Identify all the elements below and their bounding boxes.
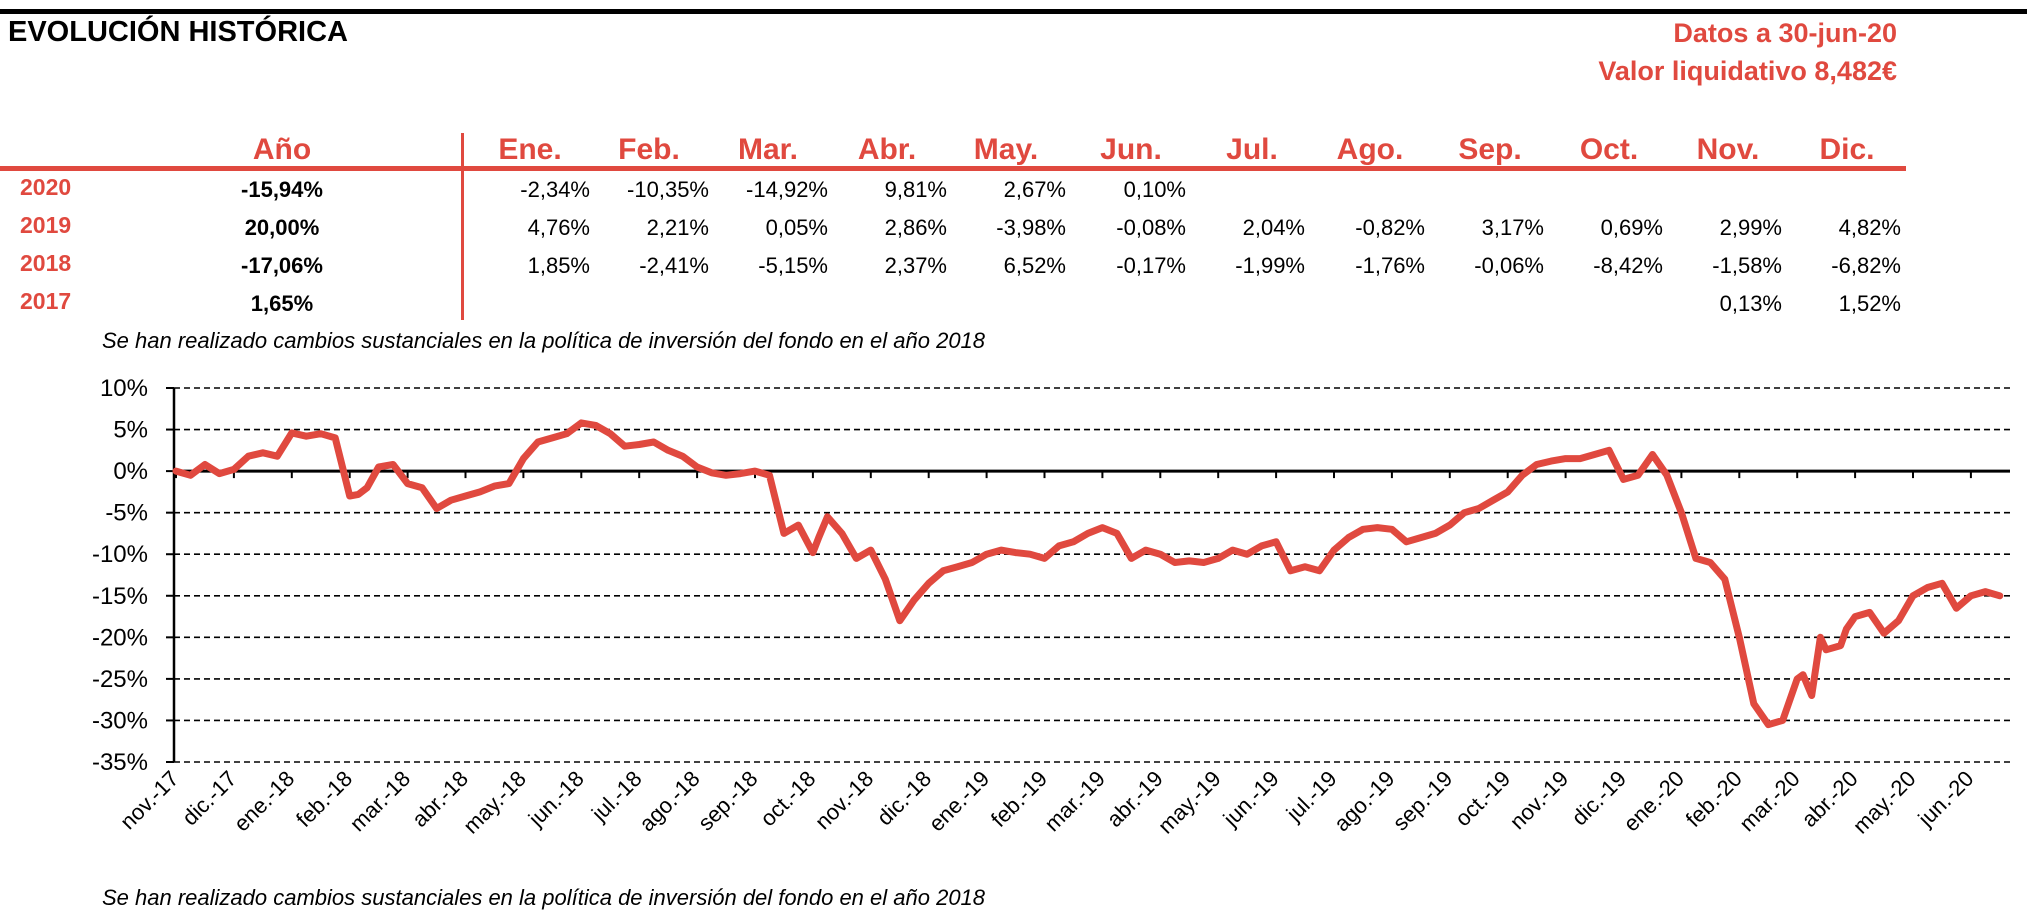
column-separator [461,133,464,320]
month-return-cell: -0,82% [1355,215,1425,240]
net-asset-value: Valor liquidativo 8,482€ [1598,56,1897,86]
month-return-cell: -3,98% [996,215,1066,240]
month-return-cell: -0,17% [1116,253,1186,278]
x-tick-label: may.-20 [1848,766,1921,839]
y-tick-label: -5% [105,500,148,527]
x-tick-label: mar.-19 [1040,766,1110,836]
y-axis-ticks: 10% 5% 0% -5% -10% -15% -20% -25% -30% -35% [92,375,174,776]
month-return-cell: 4,82% [1838,215,1901,240]
y-tick-label: -30% [92,707,148,734]
month-return-cell: 4,76% [527,215,590,240]
policy-note-bottom: Se han realizado cambios sustanciales en… [102,885,986,910]
x-tick-label: nov.-17 [115,766,183,834]
x-tick-label: sep.-18 [693,766,763,836]
x-tick-label: oct.-19 [1450,766,1515,831]
month-header: Ene. [498,133,562,166]
month-return-cell: 2,86% [884,215,947,240]
x-tick-label: may.-19 [1153,766,1226,839]
month-header: Ago. [1336,133,1404,166]
month-return-cell: -14,92% [746,177,828,202]
x-tick-label: mar.-20 [1734,766,1804,836]
row-annual-return: 20,00% [244,215,320,240]
x-tick-label: jun.-20 [1912,766,1978,832]
month-header: Oct. [1579,133,1639,166]
series-line [172,419,2004,729]
row-year: 2020 [20,174,72,200]
month-return-cell: 0,69% [1600,215,1663,240]
month-return-cell: -10,35% [627,177,709,202]
month-return-cell: -8,42% [1593,253,1663,278]
row-year: 2017 [20,288,72,314]
row-year: 2019 [20,212,72,238]
month-header: Nov. [1696,133,1760,166]
y-tick-label: -25% [92,666,148,693]
year-column-header: Año [252,133,312,166]
month-header: Feb. [618,133,680,166]
month-return-cell: -0,08% [1116,215,1186,240]
x-tick-label: nov.-18 [810,766,878,834]
month-return-cell: -5,15% [758,253,828,278]
x-tick-label: ago.-19 [1329,766,1399,836]
month-return-cell: 1,85% [527,253,590,278]
y-tick-label: -20% [92,624,148,651]
month-return-cell: 1,52% [1838,291,1901,316]
month-return-cell: 2,99% [1719,215,1782,240]
month-return-cell: -1,99% [1235,253,1305,278]
month-header: Sep. [1458,133,1522,166]
x-tick-label: ene.-18 [229,766,299,836]
x-tick-label: ene.-19 [924,766,994,836]
month-return-cell: -2,34% [520,177,590,202]
x-tick-label: mar.-18 [345,766,415,836]
x-axis-ticks: nov.-17dic.-17ene.-18feb.-18mar.-18abr.-… [115,471,1978,839]
x-tick-label: jun.-18 [523,766,589,832]
month-return-cell: 0,10% [1123,177,1186,202]
month-return-cell: 2,04% [1242,215,1305,240]
month-header: Jul. [1226,133,1278,166]
month-return-cell: -6,82% [1831,253,1901,278]
row-annual-return: 1,65% [250,291,314,316]
y-tick-label: -15% [92,583,148,610]
x-tick-label: may.-18 [458,766,531,839]
axes [172,388,2010,762]
header-rule [0,166,1906,171]
month-return-cell: 3,17% [1481,215,1544,240]
month-return-cell: -2,41% [639,253,709,278]
month-return-cell: 2,21% [646,215,709,240]
x-tick-label: ago.-18 [634,766,704,836]
row-year: 2018 [20,250,72,276]
month-header: May. [973,133,1039,166]
series-group [172,419,2004,729]
x-tick-label: ene.-20 [1618,766,1688,836]
month-header: Mar. [737,133,799,166]
month-return-cell: 0,13% [1719,291,1782,316]
month-header: Abr. [857,133,917,166]
month-return-cell: 6,52% [1003,253,1066,278]
month-header: Dic. [1819,133,1875,166]
row-annual-return: -17,06% [241,253,323,278]
month-return-cell: 2,37% [884,253,947,278]
y-tick-label: 5% [113,417,148,444]
y-tick-label: -35% [92,749,148,776]
month-return-cell: -1,58% [1712,253,1782,278]
month-return-cell: 0,05% [765,215,828,240]
policy-note-top: Se han realizado cambios sustanciales en… [102,328,986,353]
month-return-cell: 9,81% [884,177,947,202]
y-tick-label: -10% [92,541,148,568]
performance-chart: 10% 5% 0% -5% -10% -15% -20% -25% -30% -35% nov.-… [92,375,2010,839]
x-tick-label: nov.-19 [1505,766,1573,834]
page-title: EVOLUCIÓN HISTÓRICA [8,16,348,48]
x-tick-label: jun.-19 [1218,766,1284,832]
y-tick-label: 10% [100,375,148,402]
x-tick-label: sep.-19 [1388,766,1458,836]
month-header: Jun. [1100,133,1162,166]
x-tick-label: oct.-18 [755,766,820,831]
data-date: Datos a 30-jun-20 [1673,18,1897,48]
top-rule [0,9,2027,14]
y-tick-label: 0% [113,458,148,485]
grid-lines [174,387,2010,763]
row-annual-return: -15,94% [241,177,323,202]
month-return-cell: -0,06% [1474,253,1544,278]
month-return-cell: 2,67% [1003,177,1066,202]
month-return-cell: -1,76% [1355,253,1425,278]
